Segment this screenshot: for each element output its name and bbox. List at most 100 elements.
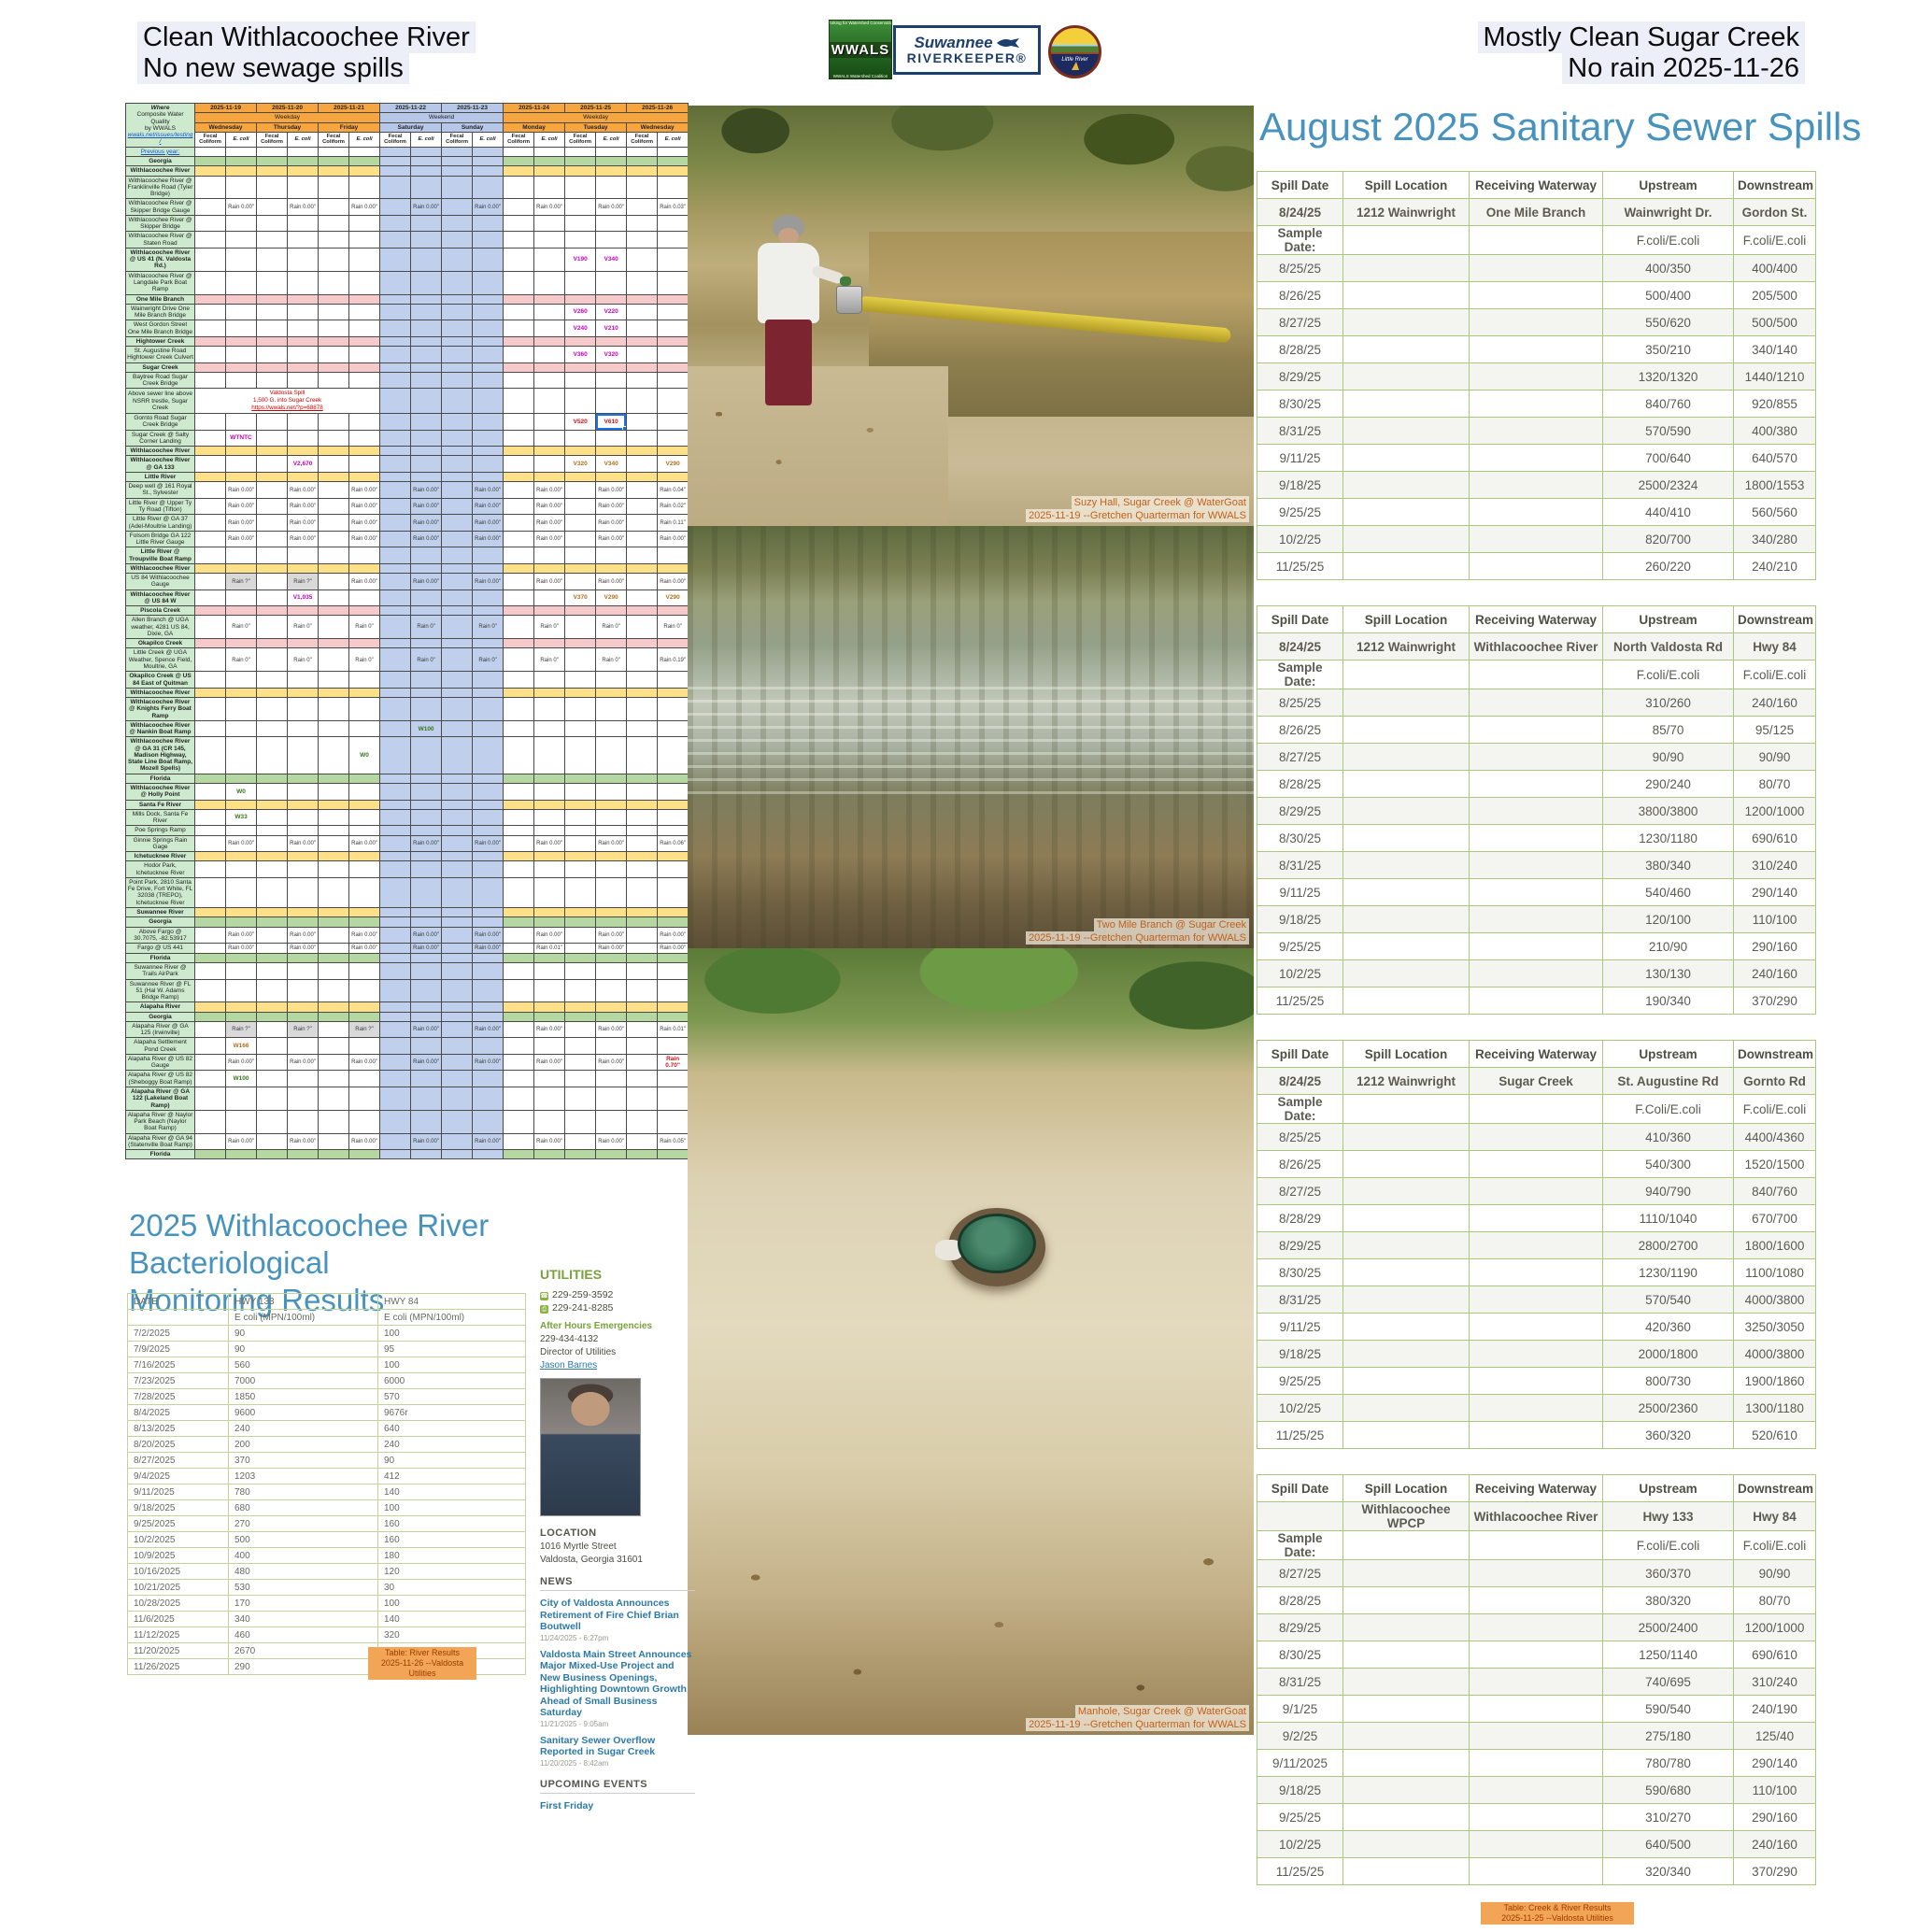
wq-cell[interactable] — [564, 362, 597, 373]
wq-cell[interactable] — [503, 808, 535, 827]
wq-value-cell[interactable]: V520 — [564, 413, 597, 431]
wq-cell[interactable] — [224, 1109, 258, 1134]
wq-cell[interactable] — [318, 146, 350, 158]
wq-cell[interactable] — [626, 413, 659, 431]
wq-cell[interactable] — [595, 231, 628, 249]
wq-cell[interactable] — [224, 413, 258, 431]
wq-cell[interactable] — [194, 647, 226, 673]
wq-cell[interactable] — [379, 293, 412, 305]
wq-cell[interactable] — [379, 514, 412, 532]
wq-date-header[interactable]: 2025-11-26 — [626, 102, 689, 114]
wq-cell[interactable] — [533, 808, 566, 827]
wq-cell[interactable] — [379, 736, 412, 774]
wq-cell[interactable] — [595, 825, 628, 836]
wq-cell[interactable] — [194, 270, 226, 295]
wq-spill-note[interactable]: Valdosta Spill 1,500 G. into Sugar Creek h… — [193, 388, 381, 415]
wq-cell[interactable] — [626, 978, 659, 1003]
wq-cell[interactable] — [379, 1053, 412, 1072]
wq-cell[interactable] — [348, 1002, 381, 1013]
wq-fecal-header[interactable]: Fecal Coliform — [256, 131, 289, 148]
wq-cell[interactable] — [287, 851, 320, 862]
wq-fecal-header[interactable]: Fecal Coliform — [503, 131, 535, 148]
wq-cell[interactable] — [533, 1109, 566, 1134]
wq-cell[interactable] — [626, 906, 659, 918]
wq-day-header[interactable]: Tuesday — [564, 121, 628, 133]
wq-cell[interactable] — [564, 671, 597, 689]
wq-cell[interactable] — [379, 799, 412, 810]
wq-cell[interactable] — [224, 175, 258, 200]
wq-cell[interactable] — [626, 335, 659, 348]
wq-ecoli-header[interactable]: E. coli — [657, 131, 689, 148]
wq-cell[interactable] — [595, 687, 628, 699]
wq-cell[interactable] — [626, 671, 659, 689]
director-name-link[interactable]: Jason Barnes — [540, 1360, 598, 1371]
wq-cell[interactable] — [194, 851, 226, 862]
wq-value-cell[interactable]: Rain 0.00" — [224, 530, 258, 548]
wq-cell[interactable] — [595, 1011, 628, 1022]
wq-value-cell[interactable]: Rain 0.00" — [657, 573, 689, 590]
wq-cell[interactable] — [410, 547, 443, 564]
wq-value-cell[interactable]: V340 — [595, 455, 628, 473]
wq-cell[interactable] — [564, 156, 597, 167]
wq-cell[interactable] — [410, 165, 443, 177]
wq-fecal-header[interactable]: Fecal Coliform — [194, 131, 226, 148]
wq-cell[interactable] — [348, 231, 381, 249]
wq-value-cell[interactable]: Rain 0.00" — [287, 481, 320, 499]
wq-row-label[interactable]: Withlacoochee River @ Franklinville Road… — [125, 175, 195, 200]
wq-cell[interactable] — [410, 270, 443, 295]
event-teaser-link[interactable]: First Friday — [540, 1799, 594, 1811]
wq-cell[interactable] — [287, 335, 320, 348]
wq-value-cell[interactable]: Rain 0" — [287, 647, 320, 673]
wq-cell[interactable] — [287, 876, 320, 908]
wq-cell[interactable] — [441, 1053, 474, 1072]
wq-value-cell[interactable]: Rain 0" — [472, 615, 504, 640]
wq-cell[interactable] — [194, 481, 226, 499]
wq-value-cell[interactable]: Rain 0.00" — [287, 514, 320, 532]
wq-cell[interactable] — [533, 413, 566, 431]
wq-cell[interactable] — [441, 1149, 474, 1160]
wq-cell[interactable] — [224, 719, 258, 738]
wq-cell[interactable] — [318, 247, 350, 272]
wq-cell[interactable] — [379, 247, 412, 272]
wq-cell[interactable] — [256, 962, 289, 980]
wq-cell[interactable] — [348, 547, 381, 564]
wq-cell[interactable] — [564, 876, 597, 908]
wq-cell[interactable] — [256, 605, 289, 617]
wq-cell[interactable] — [224, 371, 258, 390]
wq-row-label[interactable]: Georgia — [125, 916, 195, 928]
wq-ecoli-header[interactable]: E. coli — [224, 131, 258, 148]
wq-cell[interactable] — [379, 573, 412, 590]
wq-cell[interactable] — [410, 247, 443, 272]
wq-cell[interactable] — [410, 851, 443, 862]
wq-cell[interactable] — [318, 156, 350, 167]
wq-cell[interactable] — [194, 1002, 226, 1013]
wq-cell[interactable] — [472, 697, 504, 721]
wq-cell[interactable] — [410, 1037, 443, 1055]
wq-cell[interactable] — [503, 589, 535, 607]
wq-cell[interactable] — [256, 671, 289, 689]
wq-cell[interactable] — [256, 573, 289, 590]
wq-cell[interactable] — [564, 926, 597, 945]
wq-cell[interactable] — [441, 834, 474, 853]
wq-value-cell[interactable]: Rain 0" — [348, 647, 381, 673]
wq-value-cell[interactable]: Rain 0.00" — [348, 198, 381, 216]
wq-cell[interactable] — [503, 906, 535, 918]
wq-value-cell[interactable]: Rain 0" — [533, 615, 566, 640]
wq-cell[interactable] — [256, 214, 289, 233]
wq-cell[interactable] — [533, 851, 566, 862]
wq-cell[interactable] — [194, 773, 226, 785]
wq-cell[interactable] — [256, 851, 289, 862]
wq-value-cell[interactable]: Rain 0.00" — [348, 926, 381, 945]
wq-cell[interactable] — [256, 165, 289, 177]
wq-cell[interactable] — [472, 736, 504, 774]
wq-row-label[interactable]: Fargo @ US 441 — [125, 943, 195, 954]
wq-cell[interactable] — [564, 562, 597, 575]
wq-cell[interactable] — [626, 719, 659, 738]
wq-day-header[interactable]: Saturday — [379, 121, 443, 133]
wq-cell[interactable] — [626, 455, 659, 473]
wq-cell[interactable] — [194, 455, 226, 473]
wq-row-label[interactable]: Suwannee River @ Trails AirPark — [125, 962, 195, 980]
wq-value-cell[interactable]: Rain 0.01" — [533, 943, 566, 954]
wq-cell[interactable] — [318, 371, 350, 390]
wq-ecoli-header[interactable]: E. coli — [533, 131, 566, 148]
